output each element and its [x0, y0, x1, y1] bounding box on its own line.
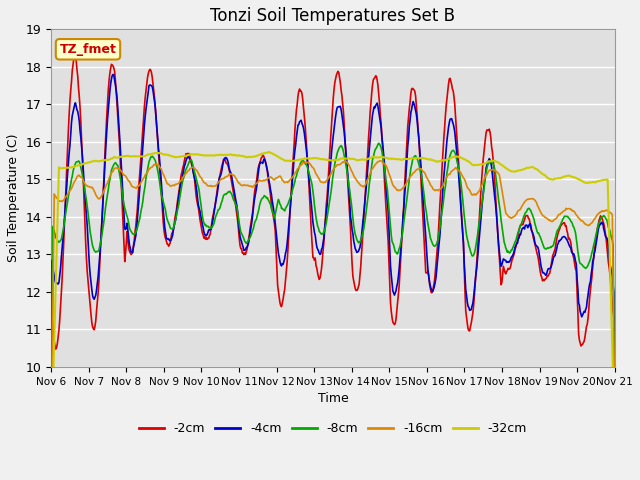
- Y-axis label: Soil Temperature (C): Soil Temperature (C): [7, 134, 20, 263]
- Text: TZ_fmet: TZ_fmet: [60, 43, 116, 56]
- Title: Tonzi Soil Temperatures Set B: Tonzi Soil Temperatures Set B: [211, 7, 456, 25]
- X-axis label: Time: Time: [317, 392, 348, 405]
- Legend: -2cm, -4cm, -8cm, -16cm, -32cm: -2cm, -4cm, -8cm, -16cm, -32cm: [134, 417, 532, 440]
